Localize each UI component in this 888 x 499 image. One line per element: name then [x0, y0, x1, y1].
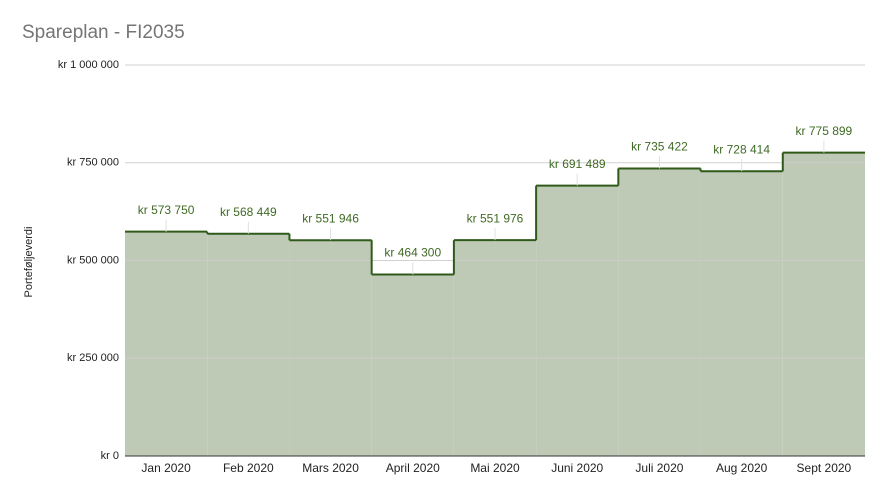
area-segment	[125, 231, 208, 456]
y-tick-label: kr 0	[101, 450, 119, 462]
x-tick-label: Mai 2020	[470, 461, 520, 475]
value-label: kr 551 946	[302, 211, 359, 225]
x-tick-label: Juli 2020	[635, 461, 683, 475]
x-tick-label: Juni 2020	[551, 461, 603, 475]
y-axis-label: Porteføljeverdi	[23, 227, 35, 298]
area-segment	[618, 168, 701, 456]
value-label: kr 728 414	[713, 142, 770, 156]
area-segment	[453, 240, 537, 456]
y-tick-label: kr 1 000 000	[58, 59, 119, 71]
y-tick-label: kr 250 000	[67, 352, 119, 364]
value-label: kr 464 300	[384, 246, 441, 260]
area-segment	[371, 274, 454, 456]
value-label: kr 568 449	[220, 205, 277, 219]
x-tick-label: Feb 2020	[223, 461, 274, 475]
area-segment	[536, 185, 619, 456]
value-label: kr 551 976	[467, 211, 524, 225]
area-segment	[782, 152, 865, 457]
area-segment	[207, 233, 290, 456]
area-segment	[289, 240, 372, 456]
x-tick-label: Mars 2020	[302, 461, 359, 475]
value-label: kr 735 422	[631, 140, 688, 154]
x-tick-label: Aug 2020	[716, 461, 768, 475]
chart-title: Spareplan - FI2035	[22, 22, 185, 43]
x-tick-label: April 2020	[386, 461, 440, 475]
x-tick-label: Jan 2020	[141, 461, 191, 475]
area-segment	[700, 171, 783, 456]
value-label: kr 775 899	[796, 124, 853, 138]
x-tick-label: Sept 2020	[797, 461, 852, 475]
y-tick-label: kr 500 000	[67, 254, 119, 266]
value-label: kr 573 750	[138, 203, 195, 217]
value-label: kr 691 489	[549, 157, 606, 171]
y-tick-label: kr 750 000	[67, 157, 119, 169]
